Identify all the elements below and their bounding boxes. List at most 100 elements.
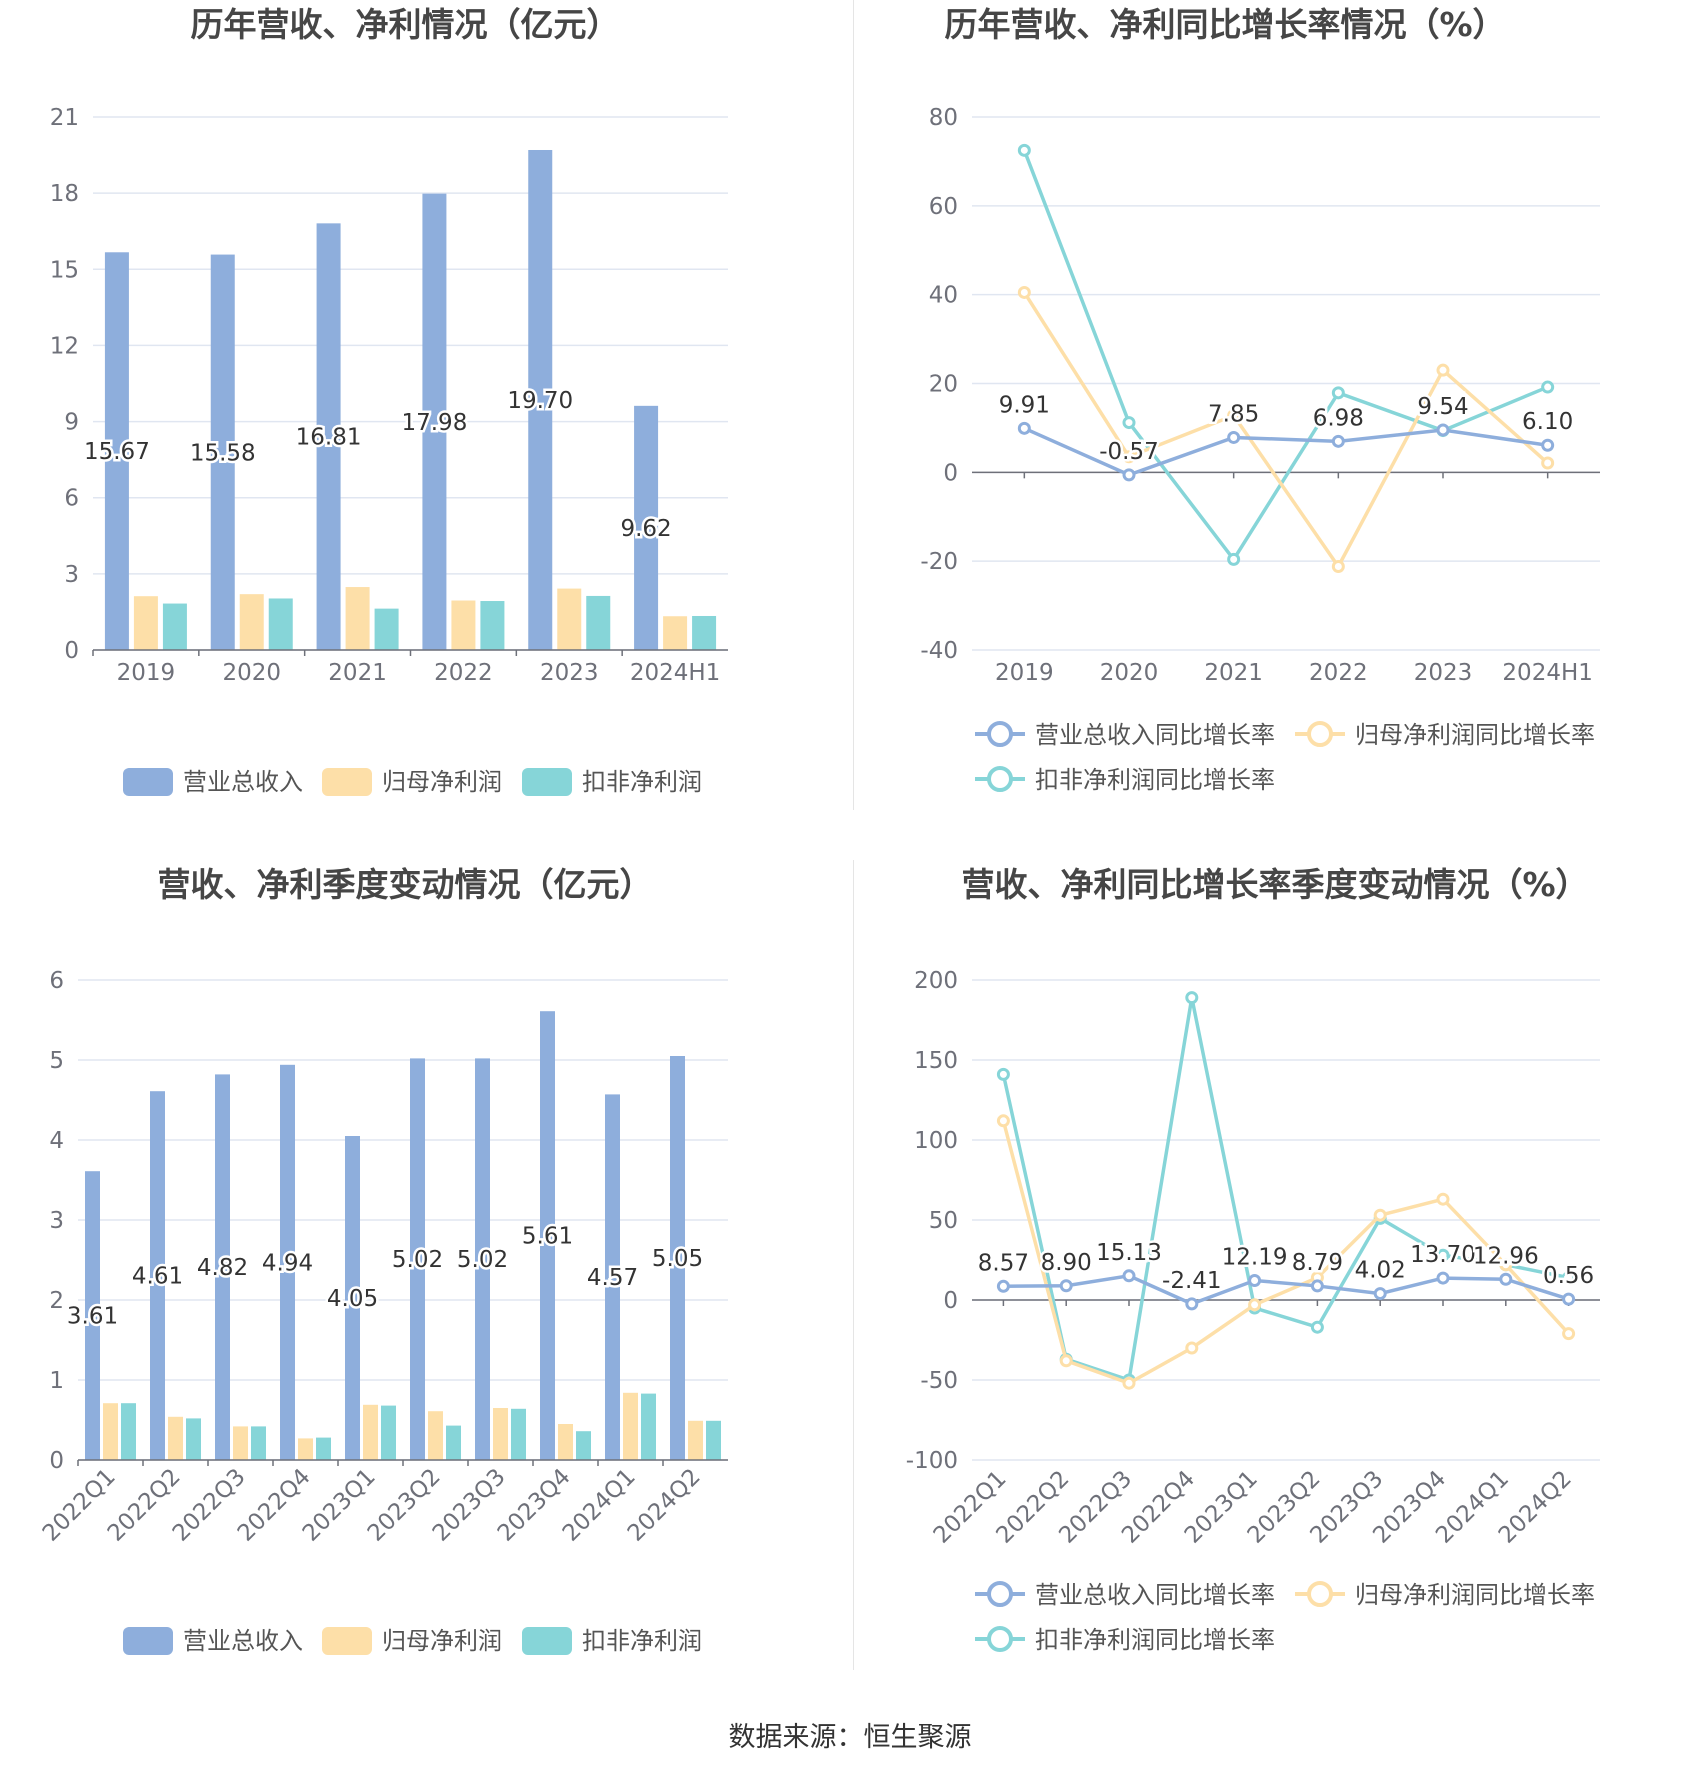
data-point	[1436, 423, 1450, 437]
data-label: 8.90	[1041, 1250, 1092, 1276]
bar	[104, 252, 129, 651]
y-tick-label: 2	[49, 1288, 64, 1314]
data-label: 15.67	[84, 439, 150, 465]
y-tick-label: 0	[943, 460, 958, 486]
legend-marker	[987, 1581, 1013, 1607]
chart-title: 营收、净利季度变动情况（亿元）	[158, 865, 653, 904]
data-label: 7.85	[1208, 401, 1259, 427]
y-tick-label: 18	[50, 181, 79, 207]
annual-growth-chart-panel: 历年营收、净利同比增长率情况（%） -40 -20 0 20 40 60 80 2019 2020…	[850, 0, 1700, 860]
bar	[345, 1136, 360, 1460]
annual-amount-chart: 历年营收、净利情况（亿元） 0 3 6 9 12 15 18 21 2019 2020 2021 202…	[50, 5, 728, 796]
legend-label: 营业总收入同比增长率	[1035, 721, 1275, 749]
bar	[162, 603, 187, 650]
legend-marker	[987, 1626, 1013, 1652]
legend-marker	[987, 721, 1013, 747]
data-point	[1122, 450, 1136, 464]
bar	[688, 1420, 703, 1460]
y-tick-label: -50	[920, 1368, 958, 1394]
y-tick-label: 200	[914, 968, 958, 994]
bar	[298, 1438, 313, 1460]
x-tick-label: 2024H1	[630, 660, 720, 686]
data-point	[1373, 1287, 1387, 1301]
bar	[670, 1056, 685, 1460]
x-tick-label: 2020	[222, 660, 281, 686]
bar	[345, 587, 370, 650]
bar	[528, 149, 553, 650]
bar	[239, 594, 264, 650]
bar	[121, 1403, 136, 1460]
data-point	[1331, 559, 1345, 573]
bar	[381, 1405, 396, 1460]
data-point	[1248, 1298, 1262, 1312]
data-point	[1373, 1208, 1387, 1222]
data-point	[996, 1279, 1010, 1293]
bar	[133, 596, 158, 650]
bar	[251, 1426, 266, 1460]
y-tick-label: 0	[943, 1288, 958, 1314]
legend-swatch	[322, 768, 372, 796]
data-point	[1499, 1272, 1513, 1286]
y-tick-label: 3	[49, 1208, 64, 1234]
data-point	[1310, 1320, 1324, 1334]
bar	[150, 1091, 165, 1460]
bar	[103, 1403, 118, 1460]
data-point	[996, 1114, 1010, 1128]
data-label: 5.05	[652, 1246, 703, 1272]
x-tick-label: 2024H1	[1502, 660, 1592, 686]
data-point	[1248, 1273, 1262, 1287]
bar	[623, 1392, 638, 1460]
data-label: 5.61	[522, 1224, 573, 1250]
data-point	[1227, 552, 1241, 566]
bar	[186, 1418, 201, 1460]
data-label: 19.70	[507, 388, 573, 414]
quarterly-amount-chart-panel: 营收、净利季度变动情况（亿元） 0 1 2 3 4 5 6 2022Q1 2022Q2 2022Q3…	[0, 860, 850, 1720]
data-label: 4.02	[1355, 1258, 1406, 1284]
legend-swatch	[123, 1627, 173, 1655]
data-point	[1541, 456, 1555, 470]
data-label: 8.57	[978, 1250, 1029, 1276]
data-label: -2.41	[1162, 1268, 1222, 1294]
data-point	[1185, 1341, 1199, 1355]
y-tick-label: 0	[49, 1448, 64, 1474]
data-point	[1122, 1269, 1136, 1283]
bar	[634, 405, 659, 650]
y-tick-label: 80	[929, 105, 958, 131]
series-line	[1022, 149, 1549, 563]
legend-label: 归母净利润	[382, 768, 502, 796]
legend-swatch	[322, 1627, 372, 1655]
data-label: 5.02	[392, 1247, 443, 1273]
bar	[663, 616, 688, 650]
y-tick-label: 6	[64, 486, 79, 512]
bar	[210, 254, 235, 650]
data-label: 16.81	[296, 425, 362, 451]
bar	[85, 1171, 100, 1460]
y-tick-label: 12	[50, 333, 79, 359]
legend-marker	[987, 766, 1013, 792]
bar	[493, 1408, 508, 1460]
data-point	[1436, 1271, 1450, 1285]
bar	[316, 1437, 331, 1460]
data-point	[1562, 1327, 1576, 1341]
y-tick-label: 21	[50, 105, 79, 131]
vertical-divider-top	[853, 0, 854, 810]
data-label: 8.79	[1292, 1250, 1343, 1276]
x-tick-label: 2023	[540, 660, 599, 686]
data-label: 15.13	[1096, 1240, 1162, 1266]
y-tick-label: 150	[914, 1048, 958, 1074]
y-tick-label: 15	[50, 257, 79, 283]
y-tick-label: 4	[49, 1128, 64, 1154]
data-label: 9.62	[620, 516, 671, 542]
data-label: 4.61	[132, 1264, 183, 1290]
data-label: 4.05	[327, 1286, 378, 1312]
data-label: 3.61	[67, 1304, 118, 1330]
x-tick-label: 2019	[995, 660, 1054, 686]
legend-label: 归母净利润同比增长率	[1355, 721, 1595, 749]
legend-label: 扣非净利润同比增长率	[1035, 766, 1275, 794]
data-point	[1185, 1297, 1199, 1311]
legend-marker	[1307, 721, 1333, 747]
annual-growth-chart: 历年营收、净利同比增长率情况（%） -40 -20 0 20 40 60 80 2019 2020…	[920, 5, 1600, 794]
quarterly-growth-chart-panel: 营收、净利同比增长率季度变动情况（%） -100 -50 0 50 100 150 200 20…	[850, 860, 1700, 1720]
x-tick-label: 2021	[1204, 660, 1263, 686]
bar	[706, 1420, 721, 1460]
